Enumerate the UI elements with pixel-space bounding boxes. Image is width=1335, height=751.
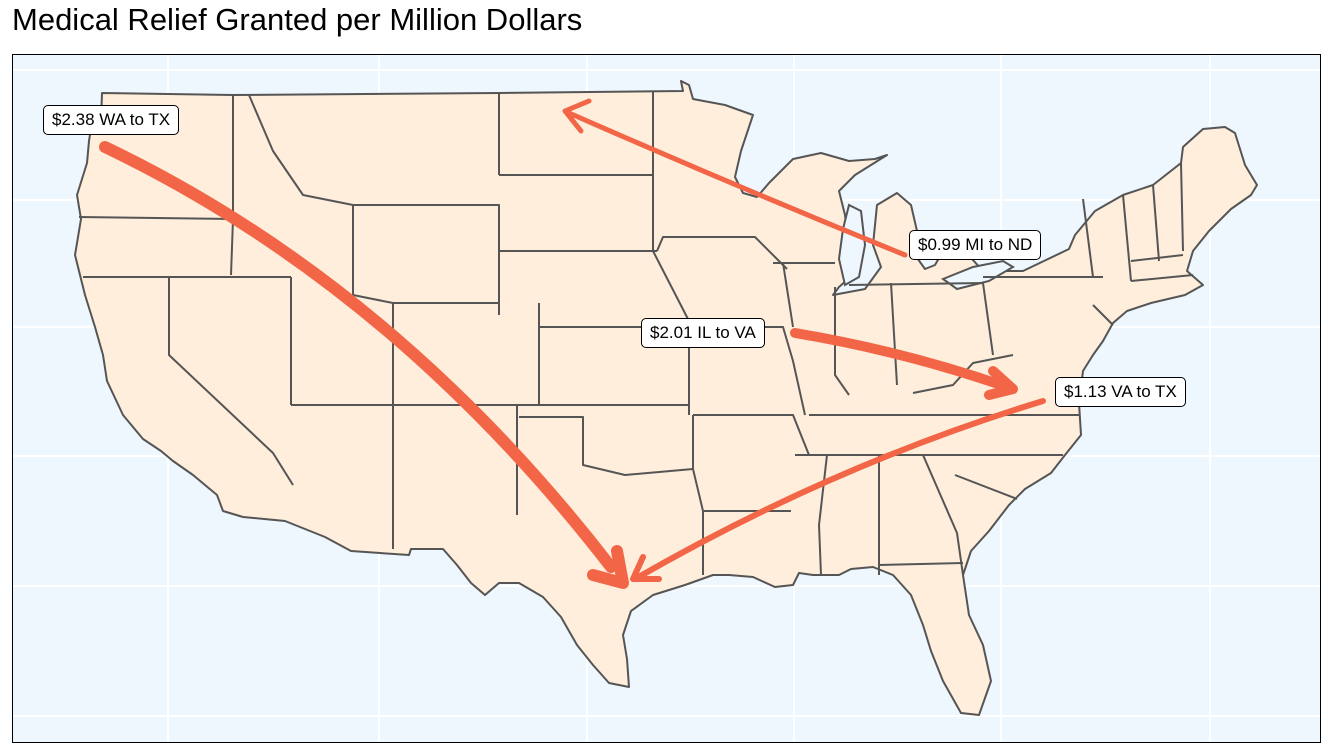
arrow-wa-to-tx [99, 141, 629, 589]
arrow-il-to-va [790, 328, 1018, 400]
flow-label-mi-to-nd: $0.99 MI to ND [909, 230, 1042, 260]
arrow-mi-to-nd [562, 98, 908, 258]
flow-label-il-to-va: $2.01 IL to VA [641, 318, 765, 348]
flow-label-wa-to-tx: $2.38 WA to TX [43, 105, 180, 135]
us-map [13, 55, 1320, 742]
lake-erie [940, 259, 1015, 291]
lake-michigan [837, 203, 867, 287]
flow-arrows [99, 98, 1046, 589]
arrow-va-to-tx [630, 398, 1046, 582]
state-borders [78, 91, 1194, 576]
flow-label-va-to-tx: $1.13 VA to TX [1055, 377, 1186, 407]
map-title: Medical Relief Granted per Million Dolla… [12, 2, 583, 37]
map-panel: $2.38 WA to TX $0.99 MI to ND $2.01 IL t… [12, 54, 1321, 743]
